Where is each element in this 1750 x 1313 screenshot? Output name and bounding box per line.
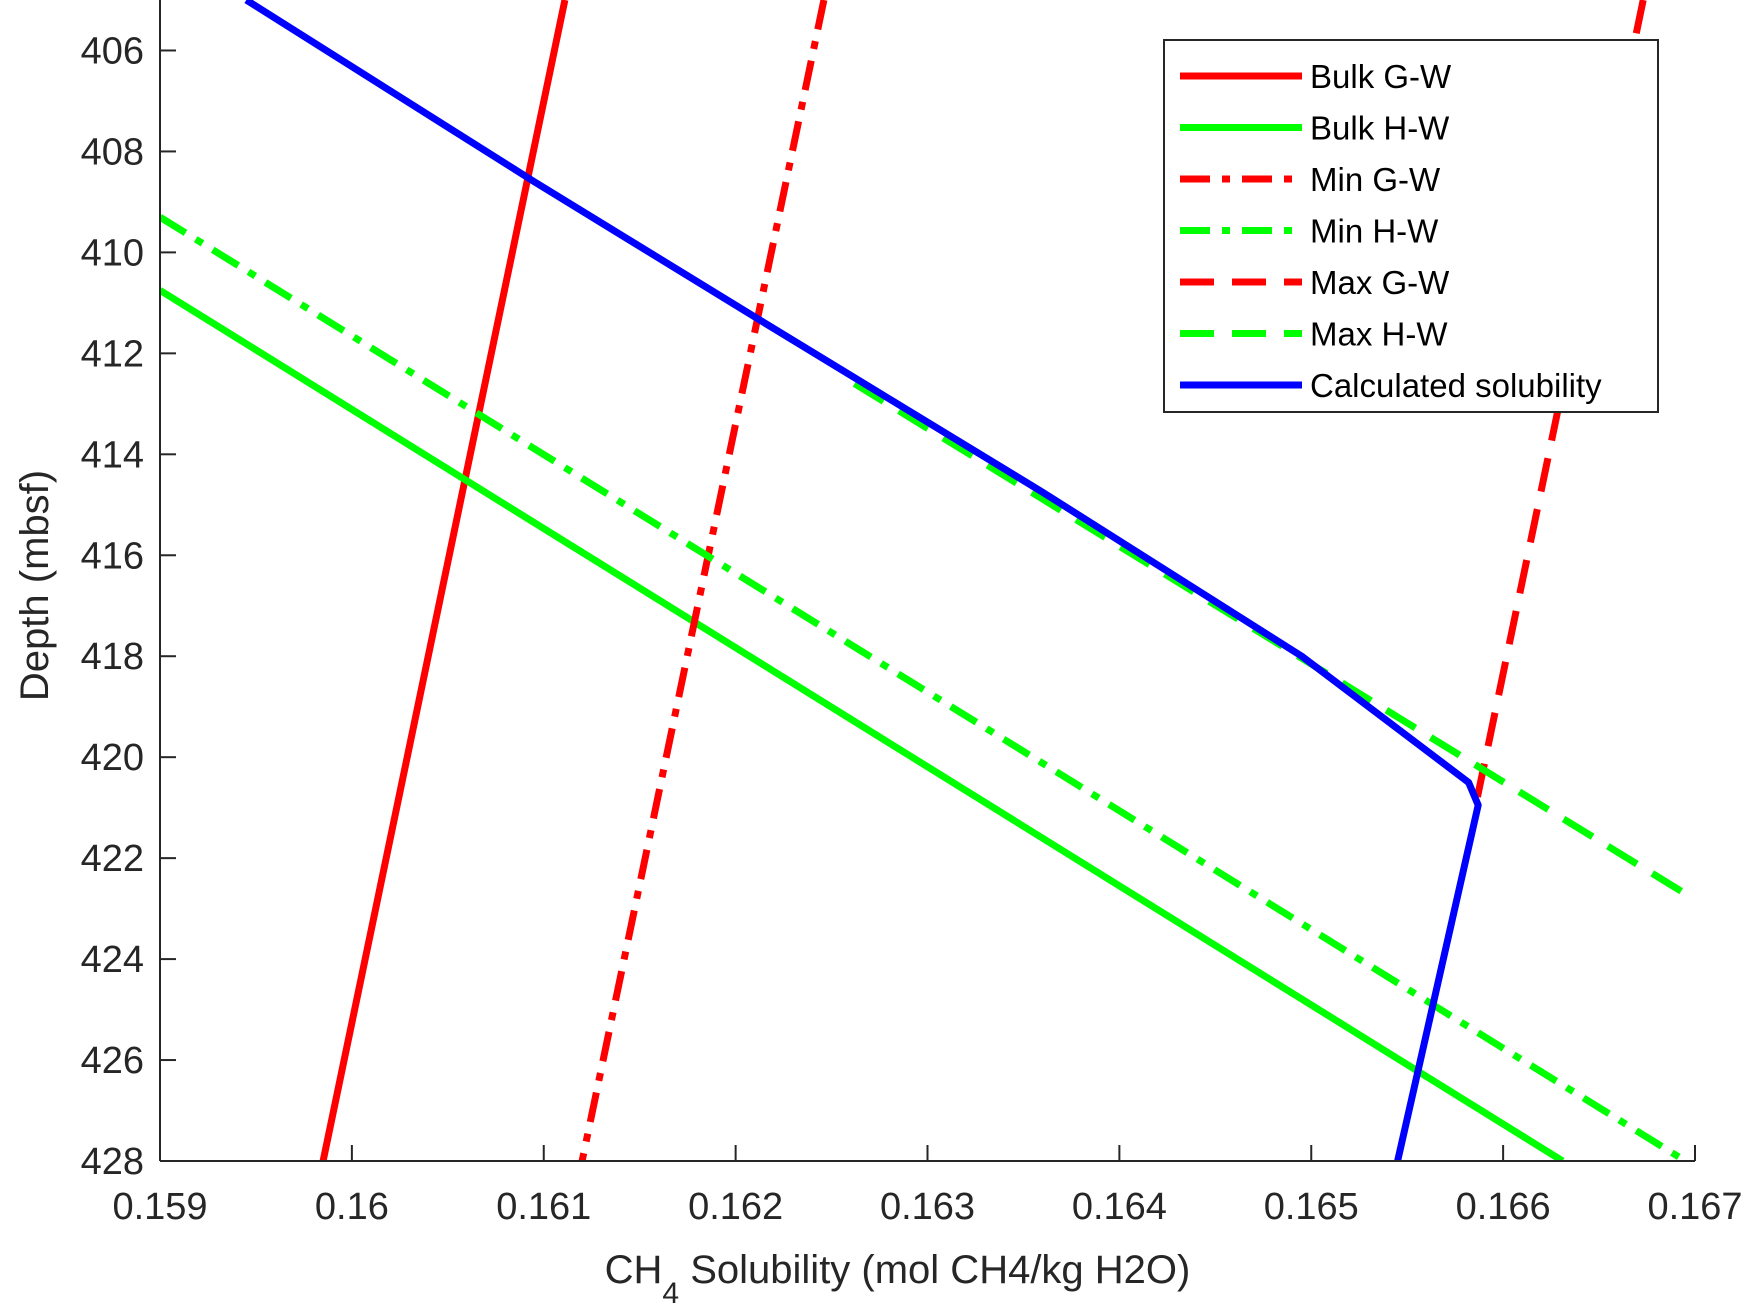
axes-layer: 0.159 0.16 0.161 0.162 0.163 0.164 0.165 0.166 0… — [81, 0, 1743, 1228]
x-tick-label: 0.159 — [112, 1186, 207, 1228]
x-tick-label: 0.16 — [315, 1186, 389, 1228]
y-tick-label: 424 — [81, 939, 144, 981]
series-line-7 — [244, 0, 1482, 1161]
x-tick-label: 0.164 — [1072, 1186, 1167, 1228]
y-tick-label: 422 — [81, 838, 144, 880]
legend-label: Min G-W — [1310, 161, 1441, 198]
x-tick-label: 0.161 — [496, 1186, 591, 1228]
y-tick-label: 414 — [81, 434, 144, 476]
legend: Bulk G-W Bulk H-W Min G-W Min H-W Max G-W Max… — [1163, 39, 1659, 413]
series-line-3 — [578, 0, 828, 1161]
x-axis-title-rest: Solubility (mol CH4/kg H2O) — [679, 1248, 1190, 1292]
x-axis-title-subscript: 4 — [662, 1277, 679, 1310]
x-tick-label: 0.162 — [688, 1186, 783, 1228]
y-tick-label: 412 — [81, 333, 144, 375]
x-tick-label: 0.167 — [1647, 1186, 1742, 1228]
x-tick-label: 0.166 — [1456, 1186, 1551, 1228]
y-tick-label: 416 — [81, 535, 144, 577]
y-tick-label: 418 — [81, 636, 144, 678]
y-axis-title: Depth (mbsf) — [13, 470, 57, 701]
legend-box — [1163, 39, 1659, 413]
legend-label: Bulk H-W — [1310, 110, 1450, 147]
legend-label: Bulk G-W — [1310, 58, 1452, 95]
legend-label: Max G-W — [1310, 264, 1450, 301]
y-tick-label: 410 — [81, 232, 144, 274]
legend-label: Min H-W — [1310, 213, 1439, 250]
series-line-1 — [319, 0, 569, 1161]
y-tick-label: 420 — [81, 737, 144, 779]
x-tick-label: 0.165 — [1264, 1186, 1359, 1228]
y-tick-label: 428 — [81, 1141, 144, 1183]
legend-label: Calculated solubility — [1310, 367, 1602, 404]
y-tick-label: 426 — [81, 1040, 144, 1082]
y-tick-label: 408 — [81, 131, 144, 173]
x-axis-title: CH4 Solubility (mol CH4/kg H2O) — [605, 1248, 1191, 1310]
x-tick-label: 0.163 — [880, 1186, 975, 1228]
legend-label: Max H-W — [1310, 316, 1448, 353]
x-axis-title-main: CH — [605, 1248, 663, 1292]
series-line-2 — [160, 287, 1565, 1161]
y-tick-label: 406 — [81, 30, 144, 72]
